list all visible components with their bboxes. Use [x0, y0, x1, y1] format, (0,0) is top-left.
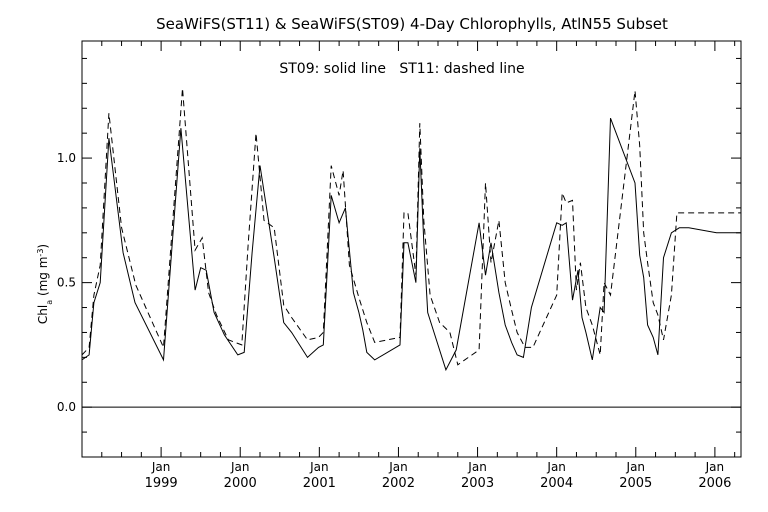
y-label-main: Chl — [36, 305, 50, 324]
axes: 0.0 0.5 1.0 Jan 1999 Jan 2000 Jan 2001 Jan 2002 Jan… — [57, 41, 741, 491]
x-tick-month-label: Jan — [626, 460, 646, 474]
x-tick-month-label: Jan — [151, 460, 171, 474]
x-tick-year-label: 2005 — [619, 476, 652, 491]
y-tick-label: 0.5 — [57, 276, 76, 290]
x-tick-month-label: Jan — [546, 460, 566, 474]
x-tick-year-label: 2002 — [382, 476, 415, 491]
x-tick-year-label: 2006 — [698, 476, 731, 491]
x-tick-month-label: Jan — [230, 460, 250, 474]
y-label-subscript: a — [45, 300, 54, 305]
y-label-units-post: ) — [36, 244, 50, 249]
chart-title: SeaWiFS(ST11) & SeaWiFS(ST09) 4-Day Chlo… — [156, 15, 668, 33]
x-tick-month-label: Jan — [309, 460, 329, 474]
x-tick-month-label: Jan — [705, 460, 725, 474]
x-tick-year-label: 2000 — [224, 476, 257, 491]
x-tick-month-label: Jan — [388, 460, 408, 474]
series-st09-solid-line — [82, 118, 741, 372]
y-label-units-pre: (mg m — [36, 257, 50, 300]
series-st11-dashed-line — [82, 88, 741, 366]
x-tick-month-label: Jan — [467, 460, 487, 474]
x-tick-year-label: 2003 — [461, 476, 494, 491]
x-tick-year-label: 2001 — [303, 476, 336, 491]
y-axis-label: Chla (mg m-3) — [36, 244, 54, 324]
y-tick-label: 1.0 — [57, 151, 76, 165]
legend-annotation: ST09: solid line ST11: dashed line — [279, 61, 524, 77]
plot-frame — [81, 40, 742, 458]
x-tick-year-label: 1999 — [145, 476, 178, 491]
series-layer — [82, 88, 741, 372]
x-tick-year-label: 2004 — [540, 476, 573, 491]
y-label-units-superscript: -3 — [36, 249, 45, 257]
y-tick-label: 0.0 — [57, 400, 76, 414]
